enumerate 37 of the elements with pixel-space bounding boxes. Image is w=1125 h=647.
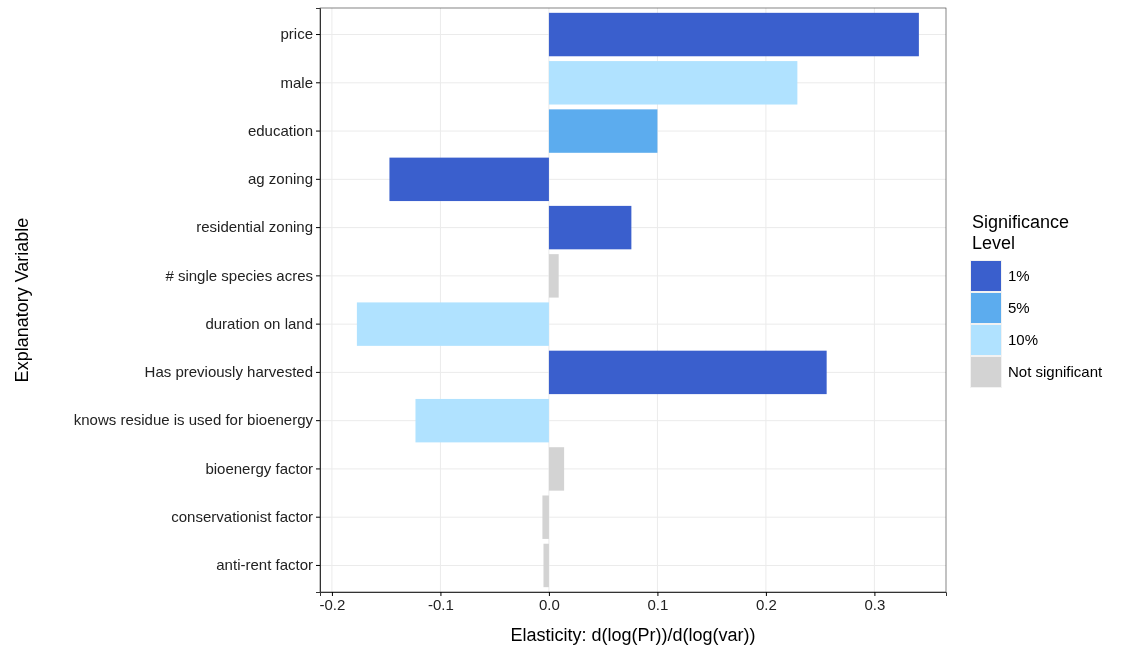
y-tick-label: duration on land: [205, 314, 313, 332]
bar: [548, 447, 565, 491]
x-tick-label: 0.0: [538, 595, 560, 613]
bar: [415, 398, 549, 443]
y-tick-label: ag zoning: [247, 170, 313, 188]
bar: [548, 12, 919, 57]
y-tick-label: price: [280, 25, 313, 43]
legend-label: 5%: [1008, 299, 1030, 316]
x-axis-title: Elasticity: d(log(Pr))/d(log(var)): [510, 625, 756, 645]
y-tick-label: knows residue is used for bioenergy: [73, 411, 314, 429]
x-tick-label: 0.3: [864, 595, 886, 613]
y-tick-label: # single species acres: [165, 266, 313, 284]
y-axis-title: Explanatory Variable: [12, 217, 32, 383]
x-tick-label: -0.2: [319, 595, 346, 613]
bar: [543, 543, 549, 588]
legend-label: 1%: [1008, 267, 1030, 284]
bar: [542, 495, 549, 539]
y-tick-label: male: [280, 73, 313, 91]
y-tick-label: residential zoning: [196, 218, 313, 236]
x-tick-label: -0.1: [428, 595, 454, 613]
x-tick-label: 0.1: [647, 595, 669, 613]
bar: [548, 205, 632, 250]
bar: [548, 350, 827, 395]
bar: [548, 109, 658, 153]
y-tick-label: bioenergy factor: [205, 459, 313, 477]
y-tick-label: conservationist factor: [171, 507, 313, 525]
legend-label: Not significant: [1008, 363, 1104, 380]
bar: [548, 254, 559, 298]
bar: [548, 61, 798, 105]
y-tick-label: education: [247, 121, 313, 139]
legend-label: 10%: [1008, 331, 1039, 348]
y-tick-label: Has previously harvested: [144, 363, 313, 381]
x-tick-label: 0.2: [755, 595, 777, 613]
legend-title: Significance Level: [972, 212, 1070, 253]
bar: [389, 157, 549, 202]
bar: [356, 302, 549, 346]
y-tick-label: anti-rent factor: [216, 556, 313, 574]
